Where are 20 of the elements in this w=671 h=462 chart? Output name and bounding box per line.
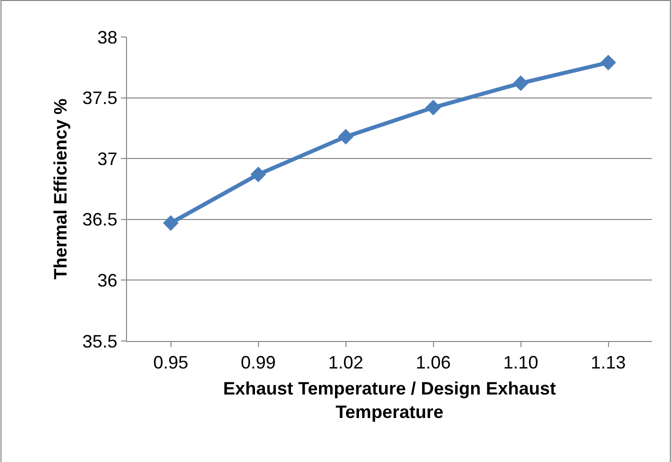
y-tick-label: 37 bbox=[97, 148, 118, 169]
x-tick-label: 1.13 bbox=[590, 352, 626, 373]
y-tick-label: 38 bbox=[97, 27, 118, 48]
x-tick-label: 1.10 bbox=[503, 352, 538, 373]
x-tick-label: 0.99 bbox=[240, 352, 276, 373]
point bbox=[425, 100, 442, 116]
y-tick-label: 37.5 bbox=[82, 88, 118, 108]
y-tick-label: 35.5 bbox=[82, 331, 118, 352]
point bbox=[338, 128, 354, 145]
point bbox=[250, 166, 266, 182]
x-axis-title: Exhaust Temperature / Design Exhaust Temperature bbox=[223, 378, 556, 422]
x-tick-label: 1.02 bbox=[328, 352, 364, 373]
x-tick-label: 0.95 bbox=[153, 352, 188, 373]
y-axis-title: Thermal Efficiency % bbox=[50, 98, 71, 280]
point bbox=[600, 54, 616, 70]
y-tick-label: 36 bbox=[97, 270, 118, 290]
point bbox=[512, 75, 529, 92]
point bbox=[162, 215, 179, 231]
x-tick-label: 1.06 bbox=[416, 352, 451, 373]
y-tick-label: 36.5 bbox=[82, 210, 118, 230]
